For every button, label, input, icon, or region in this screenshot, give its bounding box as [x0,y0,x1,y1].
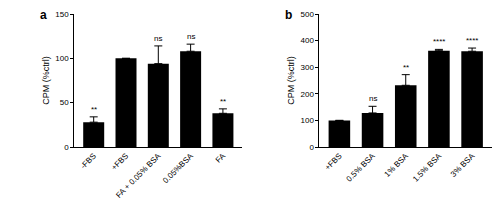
svg-text:**: ** [220,97,226,106]
svg-text:**: ** [91,105,97,114]
svg-text:FA + 0.05% BSA: FA + 0.05% BSA [114,151,163,200]
svg-text:ns: ns [154,34,162,43]
svg-text:100: 100 [55,54,69,63]
svg-text:ns: ns [187,32,195,41]
svg-text:400: 400 [301,36,315,45]
svg-text:500: 500 [301,10,315,19]
svg-text:1% BSA: 1% BSA [383,151,411,179]
svg-text:0: 0 [64,143,69,152]
svg-text:200: 200 [301,90,315,99]
svg-text:****: **** [466,36,478,45]
svg-text:50: 50 [60,98,69,107]
svg-text:FA: FA [214,151,228,165]
svg-text:150: 150 [55,10,69,19]
svg-text:b: b [285,8,292,22]
svg-text:+FBS: +FBS [110,151,131,172]
svg-text:ns: ns [369,94,377,103]
svg-text:0.5% BSA: 0.5% BSA [345,151,378,184]
svg-text:CPM (%ctrl): CPM (%ctrl) [286,56,296,105]
svg-text:a: a [40,8,47,22]
svg-text:3% BSA: 3% BSA [449,151,477,179]
svg-text:0: 0 [309,143,314,152]
svg-text:0.05%BSA: 0.05%BSA [161,151,195,185]
svg-text:1.5% BSA: 1.5% BSA [411,151,444,184]
svg-text:+FBS: +FBS [323,151,344,172]
svg-text:300: 300 [301,63,315,72]
svg-text:-FBS: -FBS [79,151,98,170]
svg-text:****: **** [433,37,445,46]
svg-text:**: ** [403,63,409,72]
svg-text:CPM (%ctrl): CPM (%ctrl) [41,56,51,105]
svg-text:100: 100 [301,116,315,125]
